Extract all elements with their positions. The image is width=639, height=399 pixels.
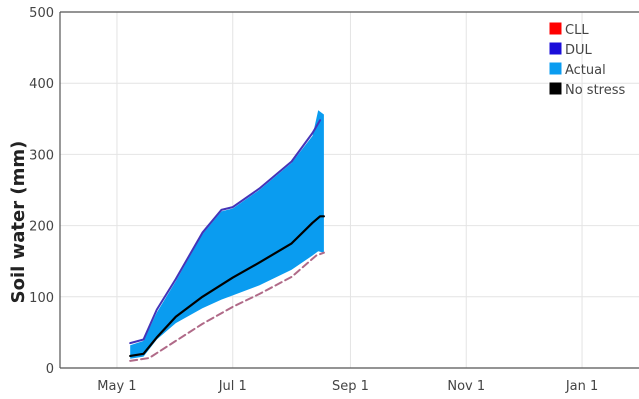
legend-label-actual: Actual <box>565 63 606 78</box>
y-tick-label: 300 <box>29 148 54 163</box>
x-tick-label: Sep 1 <box>332 379 369 394</box>
legend: CLL DUL Actual No stress <box>548 21 626 98</box>
legend-label-cll: CLL <box>565 23 589 38</box>
y-tick-labels: 0 100 200 300 400 500 <box>29 6 54 377</box>
x-tick-label: Nov 1 <box>447 379 485 394</box>
y-axis-title: Soil water (mm) <box>8 141 29 304</box>
x-tick-label: May 1 <box>97 379 136 394</box>
x-tick-label: Jan 1 <box>565 379 598 394</box>
actual-band <box>130 110 324 359</box>
legend-swatch-no-stress <box>548 81 563 96</box>
x-tick-label: Jul 1 <box>218 379 247 394</box>
legend-swatch-actual <box>548 61 563 76</box>
y-tick-label: 400 <box>29 77 54 92</box>
legend-swatch-dul <box>548 41 563 56</box>
series-layer <box>129 110 325 362</box>
legend-swatch-cll <box>548 21 563 36</box>
legend-label-no-stress: No stress <box>565 83 626 98</box>
dul-line <box>129 119 322 345</box>
x-tick-labels: May 1 Jul 1 Sep 1 Nov 1 Jan 1 <box>97 379 598 394</box>
plot-frame <box>59 11 639 369</box>
y-tick-label: 200 <box>29 220 54 235</box>
cll-line <box>129 251 325 362</box>
y-tick-label: 500 <box>29 6 54 21</box>
no-stress-line <box>129 215 325 357</box>
y-tick-label: 100 <box>29 291 54 306</box>
legend-label-dul: DUL <box>565 43 593 58</box>
y-tick-label: 0 <box>46 362 54 377</box>
